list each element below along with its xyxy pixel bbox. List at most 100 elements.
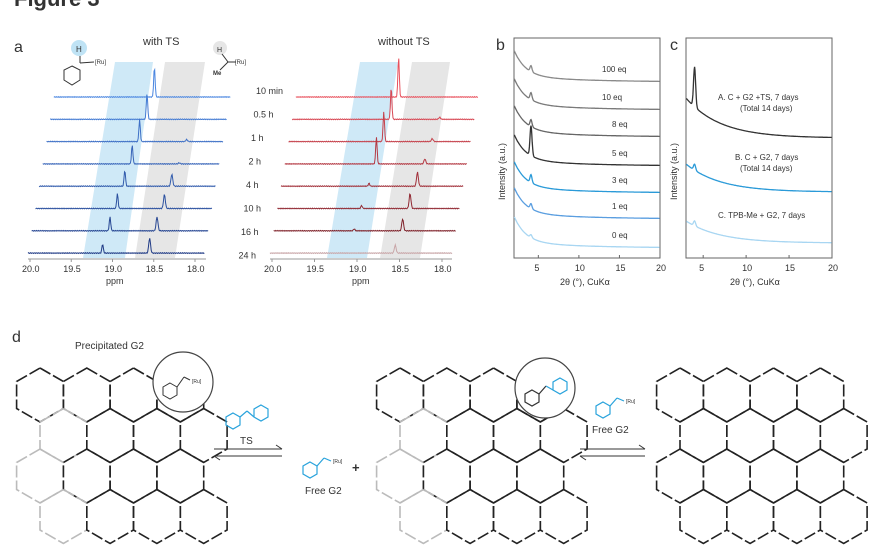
xlabel-ppm-left: ppm: [106, 276, 124, 286]
hexagon-ring: [772, 488, 822, 545]
xrd-curve: [513, 161, 660, 194]
plus-sign: +: [352, 460, 360, 475]
hexagon-ring: [725, 407, 775, 464]
title-without-ts: without TS: [377, 36, 430, 48]
hexagon-ring: [375, 448, 425, 504]
time-label: 2 h: [249, 157, 262, 167]
series-label: 8 eq: [612, 120, 628, 129]
hexagon-ring: [679, 407, 728, 464]
free-g2-molecule-1: [302, 457, 332, 479]
hexagon-ring: [492, 407, 542, 464]
equilibrium-arrows-1: [213, 444, 283, 461]
hexagon-ring: [539, 407, 588, 464]
xrd-curve: [513, 187, 660, 220]
hexagon-ring: [179, 488, 228, 545]
hexagon-ring: [375, 367, 425, 423]
series-sublabel: (Total 14 days): [740, 164, 793, 173]
x-tick-label: 20: [656, 263, 666, 273]
hexagon-ring: [132, 407, 182, 464]
hexagon-ring: [422, 367, 471, 423]
hexagon-ring: [15, 367, 65, 423]
x-tick-label: 19.0: [349, 264, 367, 274]
framework-right: [655, 367, 868, 545]
time-label: 10 h: [244, 204, 262, 214]
hexagon-ring: [819, 488, 868, 545]
xrd-c-frame: [685, 37, 833, 259]
svg-text:H: H: [76, 45, 82, 54]
nmr-spectrum-trace: [269, 242, 453, 255]
precipitated-g2-label: Precipitated G2: [75, 341, 144, 352]
svg-text:H: H: [217, 47, 222, 54]
series-label: 5 eq: [612, 149, 628, 158]
x-tick-label: 5: [534, 263, 539, 273]
hexagon-ring: [62, 367, 111, 423]
x-tick-label: 18.0: [187, 264, 205, 274]
free-g2-label-2: Free G2: [592, 425, 629, 436]
x-tick-label: 18.5: [146, 264, 164, 274]
x-tick-label: 20: [828, 263, 838, 273]
hexagon-ring: [749, 448, 798, 504]
nmr-spectrum-trace: [31, 216, 209, 232]
hexagon-ring: [179, 407, 228, 464]
svg-text:[Ru]: [Ru]: [235, 60, 246, 66]
panel-label-a: a: [14, 39, 23, 56]
title-with-ts: with TS: [142, 36, 179, 48]
x-tick-label: 19.5: [63, 264, 81, 274]
xrd-curve: [685, 66, 832, 139]
x-tick-label: 10: [575, 263, 585, 273]
nmr-spectrum-trace: [53, 67, 231, 99]
hexagon-ring: [539, 488, 588, 545]
nmr-spectrum-trace: [46, 119, 224, 143]
highlight-circle-left: [152, 351, 214, 413]
panel-label-c: c: [670, 37, 678, 54]
xrd-curve: [513, 216, 660, 249]
nmr-axes: 20.0 19.5 19.0 18.5 18.0 20.0 19.5 19.0 18.5 18.0: [22, 258, 452, 274]
x-tick-label: 15: [785, 263, 795, 273]
hexagon-ring: [62, 448, 111, 504]
xrd-curve: [686, 220, 832, 244]
ts-label: TS: [240, 436, 253, 447]
time-label: 16 h: [241, 227, 259, 237]
nmr-spectrum-trace: [277, 193, 460, 210]
nmr-spectrum-trace: [288, 111, 471, 143]
xrd-b-frame: [513, 37, 661, 259]
series-label: 10 eq: [602, 93, 622, 102]
nmr-spectrum-trace: [49, 94, 227, 121]
framework-left: [15, 367, 228, 545]
series-label: C. TPB-Me + G2, 7 days: [718, 211, 805, 220]
hexagon-ring: [655, 448, 705, 504]
xrd-curve: [685, 163, 832, 193]
xlabel-ppm-right: ppm: [352, 276, 370, 286]
free-g2-molecule-2: [595, 397, 625, 419]
benzylidene-ru-molecule: H [Ru]: [63, 40, 106, 86]
nmr-spectrum-trace: [273, 217, 456, 232]
hexagon-ring: [39, 407, 88, 464]
xrd-curve: [513, 78, 660, 111]
series-label: A. C + G2 +TS, 7 days: [718, 93, 798, 102]
xrd-c-curves: A. C + G2 +TS, 7 days (Total 14 days) B. C…: [685, 66, 838, 273]
hexagon-ring: [469, 448, 518, 504]
xrd-curve: [513, 105, 660, 138]
hexagon-ring: [445, 488, 495, 545]
xlabel-b: 2θ (°), CuKα: [560, 277, 610, 287]
hexagon-ring: [399, 407, 448, 464]
free-g2-label-1: Free G2: [305, 486, 342, 497]
x-tick-label: 20.0: [264, 264, 282, 274]
series-label: 100 eq: [602, 65, 626, 74]
hexagon-ring: [655, 367, 705, 423]
hexagon-ring: [819, 407, 868, 464]
ylabel-b: Intensity (a.u.): [497, 143, 507, 200]
hexagon-ring: [725, 488, 775, 545]
hexagon-ring: [39, 488, 88, 545]
xlabel-c: 2θ (°), CuKα: [730, 277, 780, 287]
hexagon-ring: [749, 367, 798, 423]
hexagon-ring: [109, 448, 158, 504]
hexagon-ring: [772, 407, 822, 464]
ru-label-2: [Ru]: [333, 459, 343, 465]
equilibrium-arrows-2: [579, 444, 646, 461]
time-label: 4 h: [246, 180, 259, 190]
nmr-spectrum-trace: [42, 145, 220, 165]
time-label: 10 min: [256, 86, 283, 96]
xrd-b-curves: 100 eq 10 eq 8 eq 5 eq 3 eq 1 eq 0 eq 5 10 15 20: [513, 50, 666, 273]
x-tick-label: 5: [699, 263, 704, 273]
